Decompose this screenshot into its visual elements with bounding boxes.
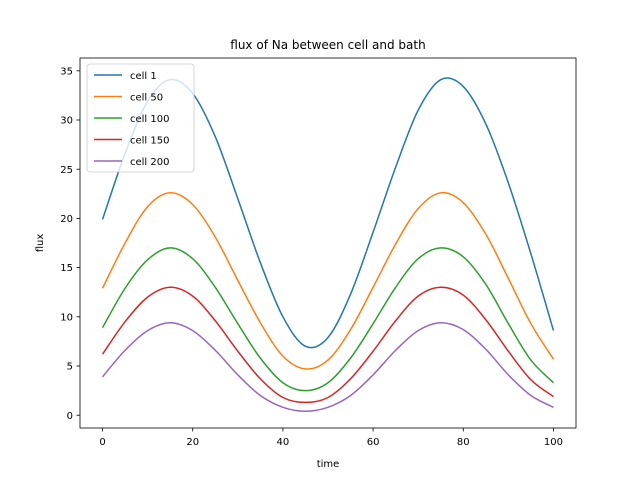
y-tick-label: 10 (60, 312, 73, 323)
y-axis-label: flux (35, 234, 46, 253)
plot-frame (79, 57, 577, 429)
chart-title: flux of Na between cell and bath (230, 38, 425, 52)
x-tick-label: 80 (457, 437, 470, 448)
x-tick-label: 20 (186, 437, 199, 448)
series-line-cell-100 (101, 247, 554, 392)
y-tick-label: 35 (60, 66, 73, 77)
y-tick-label: 30 (60, 116, 73, 127)
y-axis: 0 5 10 15 20 25 30 35 (60, 66, 80, 422)
legend-label: cell 50 (130, 93, 163, 104)
legend-label: cell 1 (130, 71, 157, 82)
legend-label: cell 100 (130, 114, 169, 125)
y-tick-label: 15 (60, 263, 73, 274)
y-tick-label: 0 (67, 411, 73, 422)
y-tick-label: 25 (60, 165, 73, 176)
y-tick-label: 5 (67, 362, 73, 373)
y-tick-label: 20 (60, 214, 73, 225)
series-line-cell-50 (101, 191, 555, 370)
x-axis: 0 20 40 60 80 100 (99, 428, 563, 448)
legend: cell 1 cell 50 cell 100 cell 150 cell 200 (86, 63, 195, 173)
x-tick-label: 40 (277, 437, 290, 448)
x-tick-label: 60 (367, 437, 380, 448)
x-tick-label: 0 (99, 437, 105, 448)
legend-label: cell 200 (130, 157, 169, 168)
x-tick-label: 100 (544, 437, 563, 448)
legend-box (86, 63, 195, 173)
series-line-cell-200 (101, 321, 554, 413)
x-axis-label: time (317, 459, 340, 470)
series-line-cell-150 (101, 286, 554, 404)
legend-label: cell 150 (130, 136, 169, 147)
